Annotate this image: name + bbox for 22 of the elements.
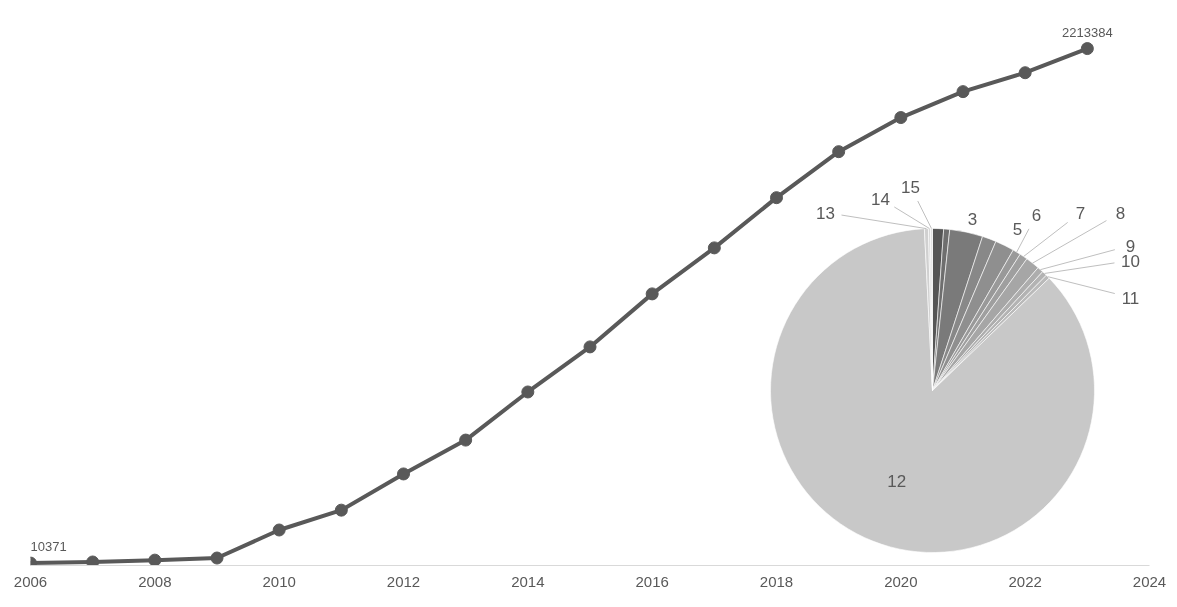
data-label: 2213384: [1062, 24, 1113, 40]
x-tick-label: 2022: [1008, 572, 1042, 590]
x-tick-label: 2006: [13, 572, 48, 590]
slice-label: 6: [1031, 205, 1042, 225]
x-tick-label: 2018: [759, 572, 794, 590]
x-tick-label: 2014: [511, 572, 545, 590]
slice-label: 8: [1115, 203, 1126, 223]
slice-label: 11: [1121, 288, 1140, 308]
x-tick-label: 2012: [386, 572, 421, 590]
slice-label: 5: [1012, 219, 1023, 239]
x-tick-label: 2020: [884, 572, 918, 590]
slice-label: 15: [901, 177, 920, 197]
slice-label: 13: [816, 203, 835, 223]
slice-label: 14: [871, 189, 890, 209]
slice-label: 7: [1075, 203, 1086, 223]
slice-label: 3: [967, 209, 978, 229]
x-tick-label: 2008: [138, 572, 172, 590]
slice-label: 12: [887, 471, 907, 491]
data-label: 10371: [30, 539, 67, 555]
x-tick-label: 2016: [635, 572, 669, 590]
x-tick-label: 2010: [262, 572, 296, 590]
x-tick-label: 2024: [1132, 572, 1167, 590]
